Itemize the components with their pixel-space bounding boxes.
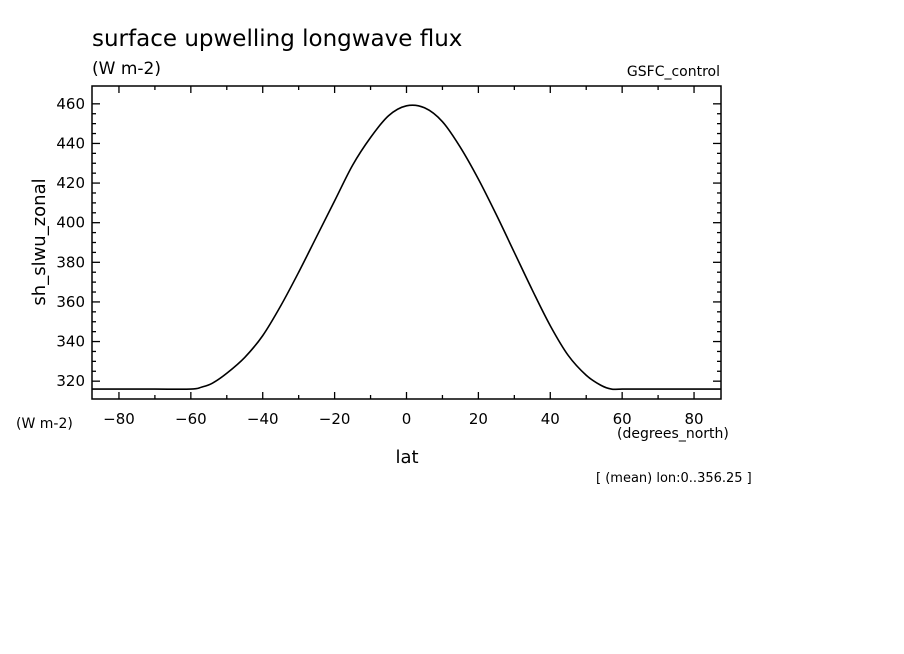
dataset-label: GSFC_control (627, 64, 720, 80)
y-axis-label: sh_slwu_zonal (29, 178, 50, 305)
chart-title: surface upwelling longwave flux (92, 26, 462, 52)
x-axis-label: lat (395, 447, 418, 468)
x-tick-label: 60 (613, 410, 632, 428)
x-tick-label: −20 (319, 410, 351, 428)
units-label: (W m-2) (92, 59, 161, 79)
x-units-label: (degrees_north) (617, 426, 729, 442)
plot-frame (91, 85, 722, 400)
x-tick-label: −40 (247, 410, 279, 428)
series-line (92, 104, 721, 391)
y-tick-label: 340 (56, 333, 85, 351)
y-tick-label: 360 (56, 293, 85, 311)
mean-annotation: [ (mean) lon:0..356.25 ] (596, 471, 752, 486)
x-tick-label: −80 (103, 410, 135, 428)
axis-ticks (92, 86, 721, 399)
plot-area: −80 −60 −40 −20 0 20 40 60 80 320 340 360 380 400 420 4… (56, 85, 722, 428)
y-tick-label: 460 (56, 95, 85, 113)
tick-labels: −80 −60 −40 −20 0 20 40 60 80 320 340 360 380 400 420 4… (56, 95, 703, 428)
x-tick-label: 80 (684, 410, 703, 428)
x-tick-label: 0 (402, 410, 412, 428)
y-tick-label: 320 (56, 372, 85, 390)
y-tick-label: 440 (56, 134, 85, 152)
y-tick-label: 400 (56, 214, 85, 232)
y-units-label: (W m-2) (16, 416, 73, 432)
x-tick-label: −60 (175, 410, 207, 428)
y-tick-label: 420 (56, 174, 85, 192)
x-tick-label: 40 (541, 410, 560, 428)
x-tick-label: 20 (469, 410, 488, 428)
y-tick-label: 380 (56, 253, 85, 271)
